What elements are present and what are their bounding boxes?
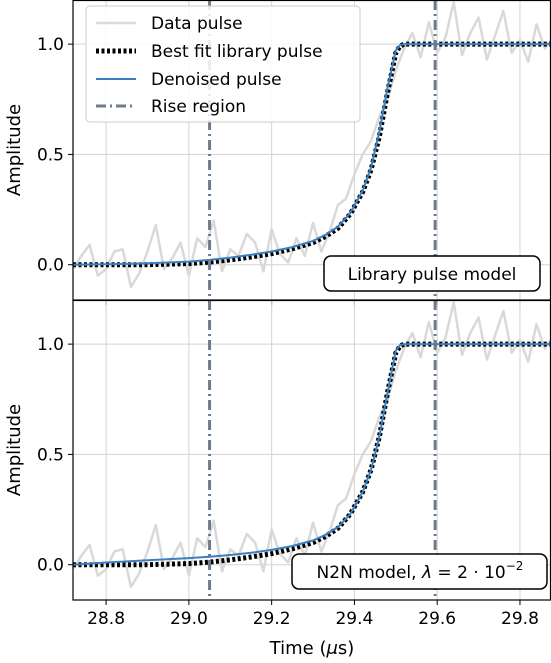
bottom-xtick-label-4: 29.6 bbox=[418, 609, 456, 629]
bottom-xtick-label-5: 29.8 bbox=[501, 609, 539, 629]
bottom-ytick-label-2: 1.0 bbox=[37, 335, 64, 355]
legend-label-denoised: Denoised pulse bbox=[151, 70, 282, 90]
bottom-ytick-label-0: 0.0 bbox=[37, 556, 64, 576]
top-ytick-label-2: 1.0 bbox=[37, 35, 64, 55]
annotation-n2n-model: N2N model, λ = 2 · 10−2 bbox=[291, 553, 548, 590]
top-ytick-label-0: 0.0 bbox=[37, 256, 64, 276]
bottom-xtick-label-0: 28.8 bbox=[87, 609, 125, 629]
annotation-text-top: Library pulse model bbox=[348, 265, 517, 285]
bottom-ylabel: Amplitude bbox=[4, 404, 25, 496]
bottom-xtick-label-2: 29.2 bbox=[253, 609, 291, 629]
top-series-denoised-pulse bbox=[73, 43, 551, 266]
annotation-box-top bbox=[323, 255, 541, 292]
bottom-series-denoised-pulse bbox=[73, 343, 551, 566]
legend: Data pulse Best fit library pulse Denois… bbox=[85, 5, 361, 123]
bottom-series-data-pulse bbox=[73, 300, 551, 589]
bottom-ytick-label-1: 0.5 bbox=[37, 445, 64, 465]
top-ytick-label-1: 0.5 bbox=[37, 145, 64, 165]
top-series-data-pulse bbox=[73, 0, 551, 289]
legend-frame bbox=[85, 5, 361, 123]
bottom-xtick-label-1: 29.0 bbox=[170, 609, 208, 629]
annotation-text-bottom: N2N model, λ = 2 · 10−2 bbox=[317, 559, 524, 583]
legend-label-data-pulse: Data pulse bbox=[151, 14, 243, 34]
bottom-xtick-label-3: 29.4 bbox=[335, 609, 373, 629]
annotation-library-pulse-model: Library pulse model bbox=[323, 255, 541, 292]
annotation-box-bottom bbox=[291, 553, 548, 590]
legend-label-rise-region: Rise region bbox=[151, 97, 246, 117]
legend-label-best-fit: Best fit library pulse bbox=[151, 42, 323, 62]
panel-n2n-model: 0.0 0.5 1.0 28.8 29.0 29.2 29.4 29.6 29.8 bbox=[37, 299, 551, 629]
top-ylabel: Amplitude bbox=[4, 104, 25, 196]
x-axis-label: Time (μs) bbox=[269, 638, 355, 659]
